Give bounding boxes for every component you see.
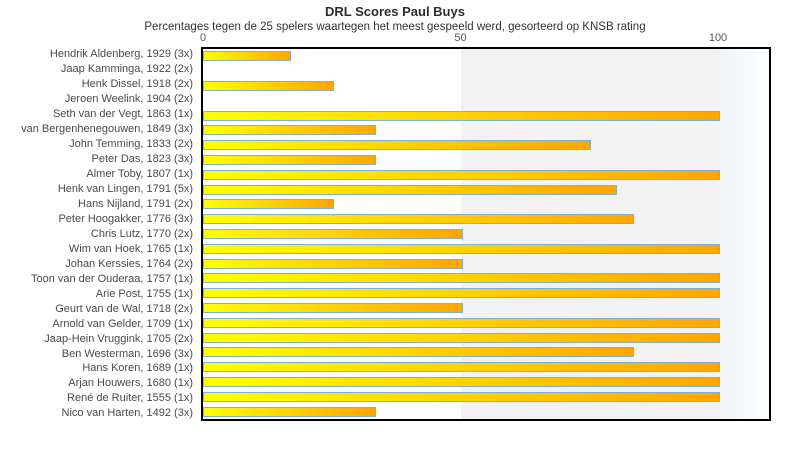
y-axis-label: Henk van Lingen, 1791 (5x) (57, 183, 193, 196)
bar (203, 258, 463, 269)
bar-row (203, 138, 769, 153)
bar-row (203, 330, 769, 345)
chart-subtitle: Percentages tegen de 25 spelers waartege… (144, 21, 646, 33)
bar-row (203, 93, 769, 108)
bar (203, 376, 720, 387)
bar (203, 288, 720, 299)
y-axis-label: van Bergenhenegouwen, 1849 (3x) (21, 123, 193, 136)
band-over-100 (718, 49, 769, 419)
bar (203, 347, 634, 358)
bar-row (203, 108, 769, 123)
bar-row (203, 345, 769, 360)
bar-row (203, 182, 769, 197)
bar-row (203, 212, 769, 227)
bar-row (203, 197, 769, 212)
bar-row (203, 123, 769, 138)
y-axis-label: Jaap-Hein Vruggink, 1705 (2x) (44, 332, 193, 345)
y-axis-label: Peter Das, 1823 (3x) (91, 153, 194, 166)
bar (203, 362, 720, 373)
y-axis-label: Seth van der Vegt, 1863 (1x) (52, 108, 193, 121)
bar-row (203, 79, 769, 94)
y-axis-label: Ben Westerman, 1696 (3x) (61, 347, 193, 360)
y-axis-label: Almer Toby, 1807 (1x) (86, 168, 193, 181)
bar-row (203, 167, 769, 182)
x-tick-label: 0 (199, 32, 207, 44)
y-axis-label: Geurt van de Wal, 1718 (2x) (55, 302, 193, 315)
bar (203, 51, 291, 62)
bar (203, 80, 334, 91)
bar (203, 214, 634, 225)
y-axis-label: Chris Lutz, 1770 (2x) (90, 227, 193, 240)
bar (203, 243, 720, 254)
bar (203, 406, 377, 417)
y-axis-label: Arjan Houwers, 1680 (1x) (68, 377, 193, 390)
bar (203, 332, 720, 343)
bar (203, 110, 720, 121)
bar-rows (203, 49, 769, 419)
bar-row (203, 286, 769, 301)
bar-row (203, 256, 769, 271)
plot-area (201, 47, 771, 421)
y-axis-label: Toon van der Ouderaa, 1757 (1x) (30, 272, 193, 285)
x-tick-label: 100 (708, 32, 728, 44)
bar-row (203, 315, 769, 330)
bar-row (203, 227, 769, 242)
y-axis-label: Arnold van Gelder, 1709 (1x) (52, 317, 193, 330)
x-axis: 0 50 100 (199, 32, 769, 46)
bar (203, 169, 720, 180)
bar-row (203, 301, 769, 316)
bar-row (203, 49, 769, 64)
bar (203, 228, 463, 239)
x-tick-label: 50 (454, 32, 467, 44)
bar-row (203, 375, 769, 390)
y-axis-label: John Temming, 1833 (2x) (69, 138, 193, 151)
y-axis-label: Jaap Kamminga, 1922 (2x) (60, 63, 193, 76)
bar (203, 199, 334, 210)
y-axis-label: René de Ruiter, 1555 (1x) (67, 392, 193, 405)
bar-row (203, 241, 769, 256)
bar-row (203, 360, 769, 375)
bar (203, 273, 720, 284)
y-axis-label: Nico van Harten, 1492 (3x) (61, 407, 193, 420)
bar (203, 154, 377, 165)
bar-row (203, 153, 769, 168)
bar-row (203, 389, 769, 404)
bar-row (203, 404, 769, 419)
y-axis-label: Henk Dissel, 1918 (2x) (81, 78, 193, 91)
bar (203, 391, 720, 402)
bar-row (203, 64, 769, 79)
bar-row (203, 271, 769, 286)
y-axis-label: Johan Kerssies, 1764 (2x) (65, 257, 193, 270)
y-axis-labels: Hendrik Aldenberg, 1929 (3x) Jaap Kamming… (0, 47, 197, 421)
chart-title: DRL Scores Paul Buys (325, 4, 465, 19)
bar (203, 184, 617, 195)
bar (203, 317, 720, 328)
y-axis-label: Wim van Hoek, 1765 (1x) (68, 242, 193, 255)
y-axis-label: Hans Koren, 1689 (1x) (82, 362, 193, 375)
y-axis-label: Hendrik Aldenberg, 1929 (3x) (49, 48, 193, 61)
y-axis-label: Hans Nijland, 1791 (2x) (78, 198, 193, 210)
y-axis-label: Jeroen Weelink, 1904 (2x) (64, 93, 193, 106)
bar (203, 302, 463, 313)
y-axis-label: Peter Hoogakker, 1776 (3x) (58, 212, 193, 225)
y-axis-label: Arie Post, 1755 (1x) (95, 287, 193, 300)
bar (203, 140, 592, 151)
bar (203, 125, 377, 136)
